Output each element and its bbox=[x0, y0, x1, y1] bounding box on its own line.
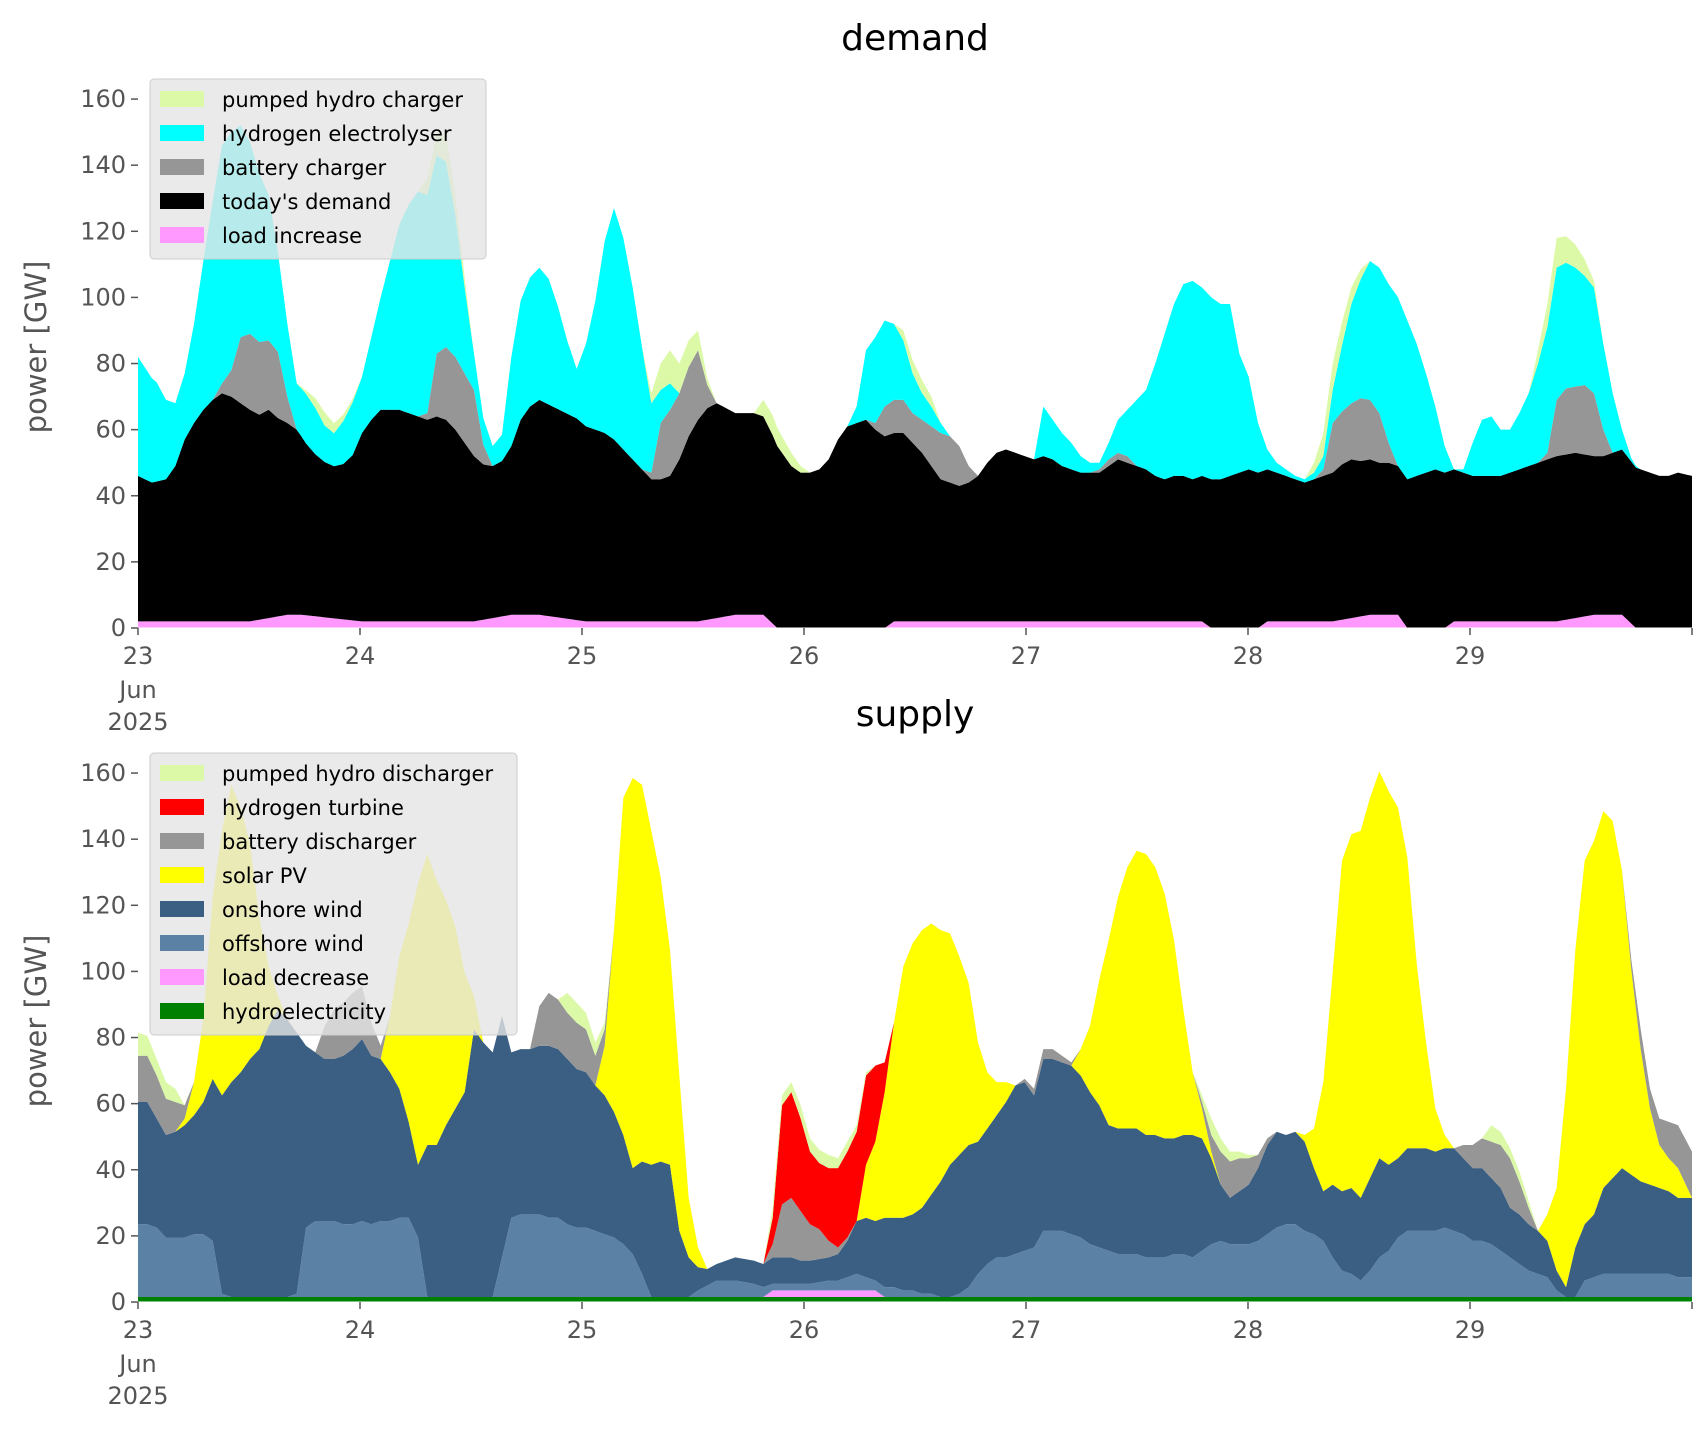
y-axis-label: power [GW] bbox=[19, 261, 53, 434]
x-tick-label: 29 bbox=[1455, 1316, 1486, 1344]
x-tick-sublabel: 2025 bbox=[107, 708, 168, 736]
legend-swatch bbox=[160, 227, 204, 243]
y-tick-label: 80 bbox=[95, 350, 126, 378]
y-tick-label: 100 bbox=[80, 283, 126, 311]
legend-swatch bbox=[160, 125, 204, 141]
today-s-demand-area bbox=[138, 393, 1692, 628]
legend-label: load decrease bbox=[222, 966, 369, 990]
legend-label: pumped hydro charger bbox=[222, 88, 463, 112]
y-tick-label: 140 bbox=[80, 825, 126, 853]
legend: pumped hydro discharger hydrogen turbine b… bbox=[149, 752, 518, 1036]
x-tick-label: 27 bbox=[1011, 642, 1042, 670]
legend-swatch bbox=[160, 1003, 204, 1019]
y-tick-label: 160 bbox=[80, 759, 126, 787]
x-tick-sublabel: Jun bbox=[117, 676, 157, 704]
hydrogen-electrolyser-area bbox=[138, 125, 1692, 483]
y-tick-label: 20 bbox=[95, 548, 126, 576]
y-tick-label: 120 bbox=[80, 217, 126, 245]
demand-chart: 0 20 40 60 80 100 120 140 160 23 Jun 2025 24 25 26 27 28… bbox=[19, 18, 1693, 736]
legend-swatch bbox=[160, 799, 204, 815]
legend-label: onshore wind bbox=[222, 898, 363, 922]
legend-swatch bbox=[160, 833, 204, 849]
x-tick-label: 25 bbox=[567, 642, 598, 670]
supply-chart: 0 20 40 60 80 100 120 140 160 23 Jun 2025 24 25 26 27 28… bbox=[19, 694, 1693, 1410]
onshore-wind-area bbox=[138, 1009, 1692, 1298]
chart-title: demand bbox=[841, 18, 989, 59]
legend-label: hydrogen electrolyser bbox=[222, 122, 452, 146]
y-tick-label: 120 bbox=[80, 891, 126, 919]
x-tick-label: 26 bbox=[789, 642, 820, 670]
y-axis-label: power [GW] bbox=[19, 935, 53, 1108]
chart-title: supply bbox=[856, 694, 975, 735]
x-tick-label: 27 bbox=[1011, 1316, 1042, 1344]
offshore-wind-area bbox=[138, 1214, 1692, 1298]
x-tick-label: 29 bbox=[1455, 642, 1486, 670]
legend-swatch bbox=[160, 901, 204, 917]
legend-label: battery charger bbox=[222, 156, 387, 180]
legend-swatch bbox=[160, 159, 204, 175]
legend-swatch bbox=[160, 969, 204, 985]
x-tick-label: 26 bbox=[789, 1316, 820, 1344]
y-tick-label: 0 bbox=[111, 1288, 126, 1316]
legend-swatch bbox=[160, 193, 204, 209]
y-tick-label: 40 bbox=[95, 1156, 126, 1184]
legend-label: offshore wind bbox=[222, 932, 364, 956]
legend-box bbox=[149, 78, 487, 260]
legend-box bbox=[149, 752, 518, 1036]
x-tick-label: 28 bbox=[1233, 642, 1264, 670]
legend-label: pumped hydro discharger bbox=[222, 762, 493, 786]
hydroelectricity-area bbox=[138, 1297, 1692, 1302]
y-tick-label: 60 bbox=[95, 1090, 126, 1118]
x-tick-label: 24 bbox=[345, 1316, 376, 1344]
legend-label: battery discharger bbox=[222, 830, 417, 854]
x-tick-label: 23 bbox=[123, 1316, 154, 1344]
y-tick-label: 100 bbox=[80, 957, 126, 985]
y-tick-label: 140 bbox=[80, 151, 126, 179]
solar-pv-area bbox=[138, 771, 1692, 1288]
y-tick-label: 160 bbox=[80, 85, 126, 113]
y-tick-label: 20 bbox=[95, 1222, 126, 1250]
legend-label: solar PV bbox=[222, 864, 307, 888]
x-tick-sublabel: Jun bbox=[117, 1350, 157, 1378]
y-tick-label: 60 bbox=[95, 416, 126, 444]
legend-swatch bbox=[160, 867, 204, 883]
legend-swatch bbox=[160, 935, 204, 951]
x-tick-label: 23 bbox=[123, 642, 154, 670]
battery-charger-area bbox=[138, 333, 1692, 486]
y-tick-label: 40 bbox=[95, 482, 126, 510]
legend: pumped hydro charger hydrogen electrolyse… bbox=[149, 78, 487, 260]
legend-swatch bbox=[160, 91, 204, 107]
legend-label: load increase bbox=[222, 224, 362, 248]
x-tick-sublabel: 2025 bbox=[107, 1382, 168, 1410]
y-tick-label: 0 bbox=[111, 614, 126, 642]
x-tick-label: 25 bbox=[567, 1316, 598, 1344]
legend-label: hydroelectricity bbox=[222, 1000, 386, 1024]
legend-swatch bbox=[160, 765, 204, 781]
y-tick-label: 80 bbox=[95, 1024, 126, 1052]
x-tick-label: 28 bbox=[1233, 1316, 1264, 1344]
legend-label: today's demand bbox=[222, 190, 391, 214]
x-tick-label: 24 bbox=[345, 642, 376, 670]
legend-label: hydrogen turbine bbox=[222, 796, 404, 820]
